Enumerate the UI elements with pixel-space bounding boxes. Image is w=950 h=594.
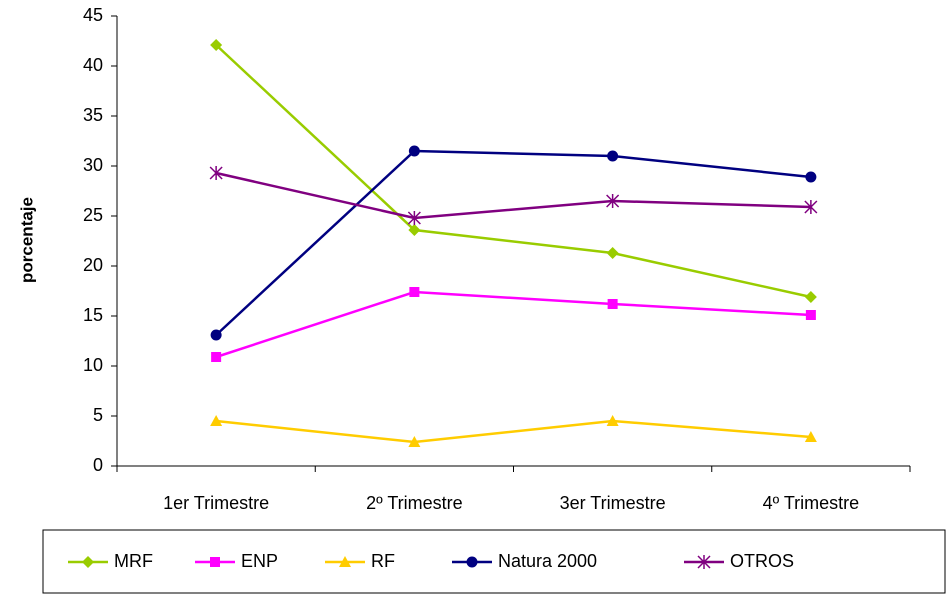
marker	[606, 415, 619, 426]
x-tick-label: 1er Trimestre	[163, 493, 269, 513]
y-tick-label: 35	[83, 105, 103, 125]
legend-marker	[82, 556, 94, 568]
legend-label: Natura 2000	[498, 551, 597, 571]
y-tick-label: 10	[83, 355, 103, 375]
marker	[407, 211, 421, 225]
marker	[607, 150, 619, 162]
marker	[408, 224, 421, 236]
legend-marker	[210, 557, 220, 567]
marker	[210, 329, 222, 341]
marker	[408, 145, 420, 157]
marker	[804, 291, 817, 303]
marker	[209, 166, 223, 180]
legend-label: OTROS	[730, 551, 794, 571]
legend-marker	[466, 556, 478, 568]
series-line	[215, 44, 812, 299]
marker	[606, 194, 620, 208]
marker	[804, 200, 818, 214]
marker	[804, 431, 817, 442]
marker	[805, 310, 816, 320]
marker	[607, 299, 618, 309]
legend-box	[42, 529, 946, 594]
legend-marker	[697, 555, 711, 569]
y-tick-label: 20	[83, 255, 103, 275]
series-line	[215, 290, 811, 359]
x-tick-label: 2º Trimestre	[366, 493, 463, 513]
x-tick-label: 3er Trimestre	[560, 493, 666, 513]
series-line	[215, 419, 811, 444]
marker	[408, 436, 421, 447]
legend-label: RF	[371, 551, 395, 571]
marker	[211, 352, 222, 362]
y-tick-label: 25	[83, 205, 103, 225]
marker	[210, 415, 223, 426]
legend-label: ENP	[241, 551, 278, 571]
series-line	[215, 171, 811, 220]
y-tick-label: 45	[83, 5, 103, 25]
y-tick-label: 15	[83, 305, 103, 325]
y-axis-label: porcentaje	[17, 197, 36, 283]
marker	[805, 171, 817, 183]
marker	[606, 247, 619, 259]
x-tick-label: 4º Trimestre	[763, 493, 860, 513]
marker	[409, 287, 420, 297]
series-line	[215, 149, 812, 336]
y-tick-label: 30	[83, 155, 103, 175]
y-tick-label: 5	[93, 405, 103, 425]
y-tick-label: 40	[83, 55, 103, 75]
y-tick-label: 0	[93, 455, 103, 475]
marker	[210, 39, 223, 51]
legend-label: MRF	[114, 551, 153, 571]
legend-marker	[339, 556, 351, 567]
